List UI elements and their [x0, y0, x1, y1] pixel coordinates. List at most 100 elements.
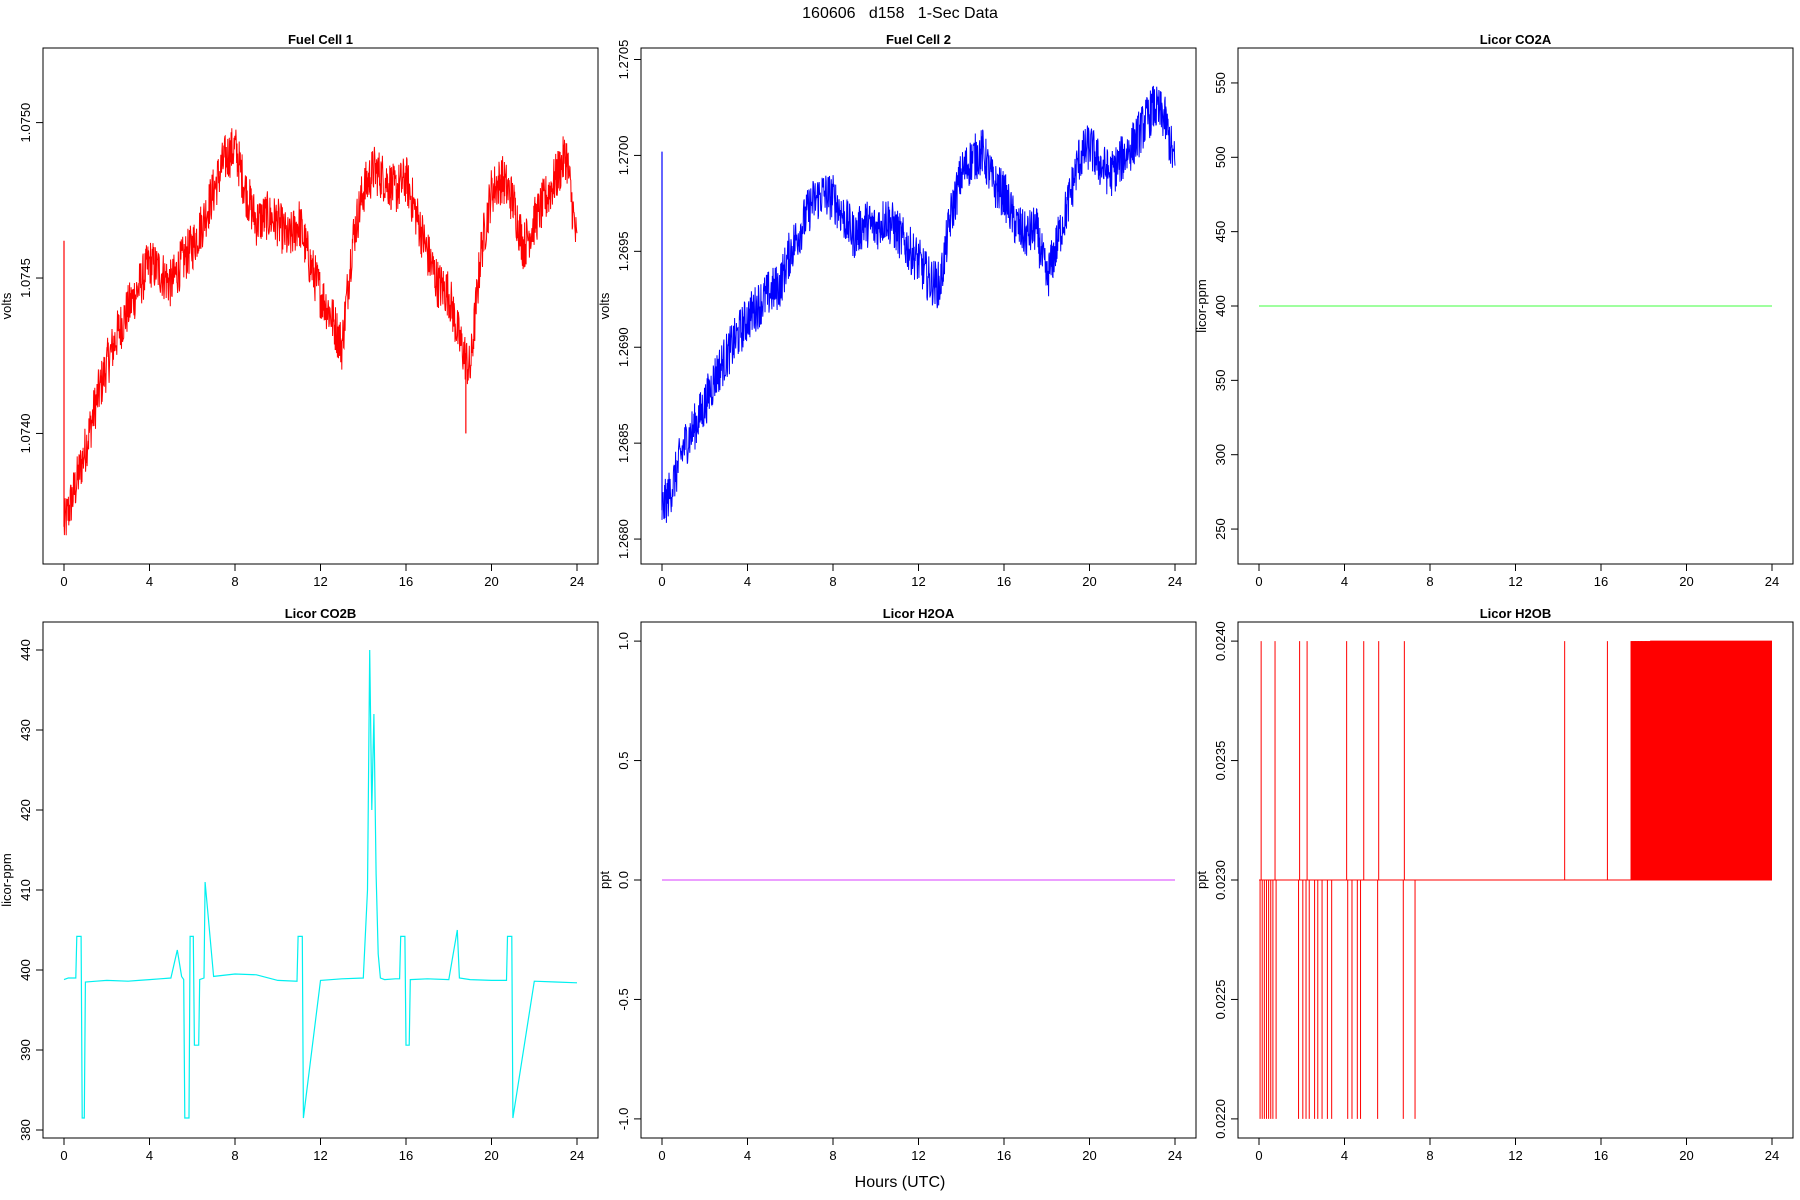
series [661, 85, 1176, 523]
panel-title: Licor CO2B [285, 606, 357, 621]
y-tick-label: 0.0225 [1213, 980, 1228, 1020]
x-tick-label: 20 [1082, 1148, 1096, 1163]
panel-title: Licor H2OB [1480, 606, 1552, 621]
y-axis-label: ppt [1194, 871, 1209, 889]
y-axis-label: licor-ppm [1194, 279, 1209, 332]
y-tick-label: 410 [18, 879, 33, 901]
y-tick-label: 1.0 [616, 632, 631, 650]
figure-title: 160606 d158 1-Sec Data [802, 5, 998, 22]
x-tick-label: 4 [146, 1148, 153, 1163]
series [63, 649, 578, 1119]
y-tick-label: 1.2705 [616, 40, 631, 80]
plot-frame [42, 621, 599, 1139]
y-tick-label: 1.2695 [616, 231, 631, 271]
y-tick-label: 430 [18, 719, 33, 741]
panel-title: Fuel Cell 2 [886, 32, 951, 47]
y-tick-label: 1.2685 [616, 423, 631, 463]
panel-title: Licor H2OA [883, 606, 955, 621]
x-tick-label: 16 [997, 574, 1011, 589]
y-tick-label: 1.2680 [616, 519, 631, 559]
x-tick-label: 12 [313, 1148, 327, 1163]
x-tick-label: 12 [911, 574, 925, 589]
x-tick-label: 24 [1765, 1148, 1779, 1163]
x-tick-label: 8 [1426, 1148, 1433, 1163]
x-tick-label: 20 [484, 1148, 498, 1163]
series [1259, 640, 1772, 1119]
y-tick-label: 1.0750 [18, 103, 33, 143]
y-tick-label: 250 [1213, 518, 1228, 540]
x-axis-label: Hours (UTC) [855, 1174, 946, 1191]
x-tick-label: 8 [231, 1148, 238, 1163]
x-tick-label: 4 [744, 574, 751, 589]
x-tick-label: 4 [146, 574, 153, 589]
y-tick-label: 450 [1213, 221, 1228, 243]
y-tick-label: -0.5 [616, 988, 631, 1010]
x-tick-label: 20 [1082, 574, 1096, 589]
y-axis-label: volts [597, 292, 612, 319]
x-tick-label: 8 [231, 574, 238, 589]
dense-region [1650, 641, 1772, 880]
x-tick-label: 16 [399, 1148, 413, 1163]
series-line [63, 649, 578, 1119]
x-tick-label: 24 [1168, 1148, 1182, 1163]
x-tick-label: 12 [1508, 574, 1522, 589]
y-tick-label: 1.2700 [616, 136, 631, 176]
panel-title: Licor CO2A [1480, 32, 1552, 47]
y-tick-label: -1.0 [616, 1108, 631, 1130]
series-line [63, 128, 578, 536]
x-tick-label: 8 [1426, 574, 1433, 589]
x-tick-label: 16 [1594, 1148, 1608, 1163]
panel-1: Fuel Cell 1 volts 0 4 8 12 16 20 24 1.0740 1.0745 1… [0, 32, 599, 589]
x-tick-label: 24 [570, 574, 584, 589]
x-tick-label: 0 [60, 1148, 67, 1163]
x-tick-label: 0 [1255, 1148, 1262, 1163]
panels: Fuel Cell 1 volts 0 4 8 12 16 20 24 1.0740 1.0745 1… [0, 32, 1794, 1163]
y-tick-label: 1.0740 [18, 414, 33, 454]
x-tick-label: 16 [399, 574, 413, 589]
y-tick-label: 300 [1213, 444, 1228, 466]
y-tick-label: 0.0 [616, 871, 631, 889]
x-tick-label: 12 [313, 574, 327, 589]
x-tick-label: 12 [911, 1148, 925, 1163]
x-tick-label: 20 [484, 574, 498, 589]
series [63, 128, 578, 536]
x-tick-label: 0 [60, 574, 67, 589]
y-axis-label: ppt [597, 871, 612, 889]
y-tick-label: 500 [1213, 146, 1228, 168]
panel-6: Licor H2OB ppt 0 4 8 12 16 20 24 0.0220 0.0225 0.02… [1194, 606, 1794, 1163]
plot-frame [640, 47, 1197, 565]
panel-title: Fuel Cell 1 [288, 32, 353, 47]
x-tick-label: 24 [1168, 574, 1182, 589]
x-tick-label: 24 [570, 1148, 584, 1163]
panel-3: Licor CO2A licor-ppm 0 4 8 12 16 20 24 250 300 350 4… [1194, 32, 1794, 589]
y-tick-label: 0.5 [616, 752, 631, 770]
y-tick-label: 0.0240 [1213, 621, 1228, 661]
x-tick-label: 4 [1341, 1148, 1348, 1163]
y-tick-label: 350 [1213, 370, 1228, 392]
y-tick-label: 1.0745 [18, 258, 33, 298]
x-tick-label: 0 [658, 1148, 665, 1163]
x-tick-label: 12 [1508, 1148, 1522, 1163]
panel-2: Fuel Cell 2 volts 0 4 8 12 16 20 24 1.2680 1.2685 1… [597, 32, 1197, 589]
y-tick-label: 0.0235 [1213, 741, 1228, 781]
x-tick-label: 4 [1341, 574, 1348, 589]
x-tick-label: 4 [744, 1148, 751, 1163]
y-axis-label: volts [0, 292, 14, 319]
panel-4: Licor CO2B licor-ppm 0 4 8 12 16 20 24 380 390 400 4… [0, 606, 599, 1163]
y-tick-label: 0.0230 [1213, 860, 1228, 900]
series-line [661, 85, 1176, 523]
x-tick-label: 24 [1765, 574, 1779, 589]
y-tick-label: 390 [18, 1039, 33, 1061]
y-tick-label: 380 [18, 1119, 33, 1141]
y-tick-label: 0.0220 [1213, 1099, 1228, 1139]
y-tick-label: 400 [1213, 295, 1228, 317]
x-tick-label: 16 [997, 1148, 1011, 1163]
x-tick-label: 20 [1679, 1148, 1693, 1163]
x-tick-label: 0 [658, 574, 665, 589]
y-tick-label: 420 [18, 799, 33, 821]
x-tick-label: 16 [1594, 574, 1608, 589]
y-tick-label: 1.2690 [616, 327, 631, 367]
x-tick-label: 8 [829, 574, 836, 589]
x-tick-label: 8 [829, 1148, 836, 1163]
